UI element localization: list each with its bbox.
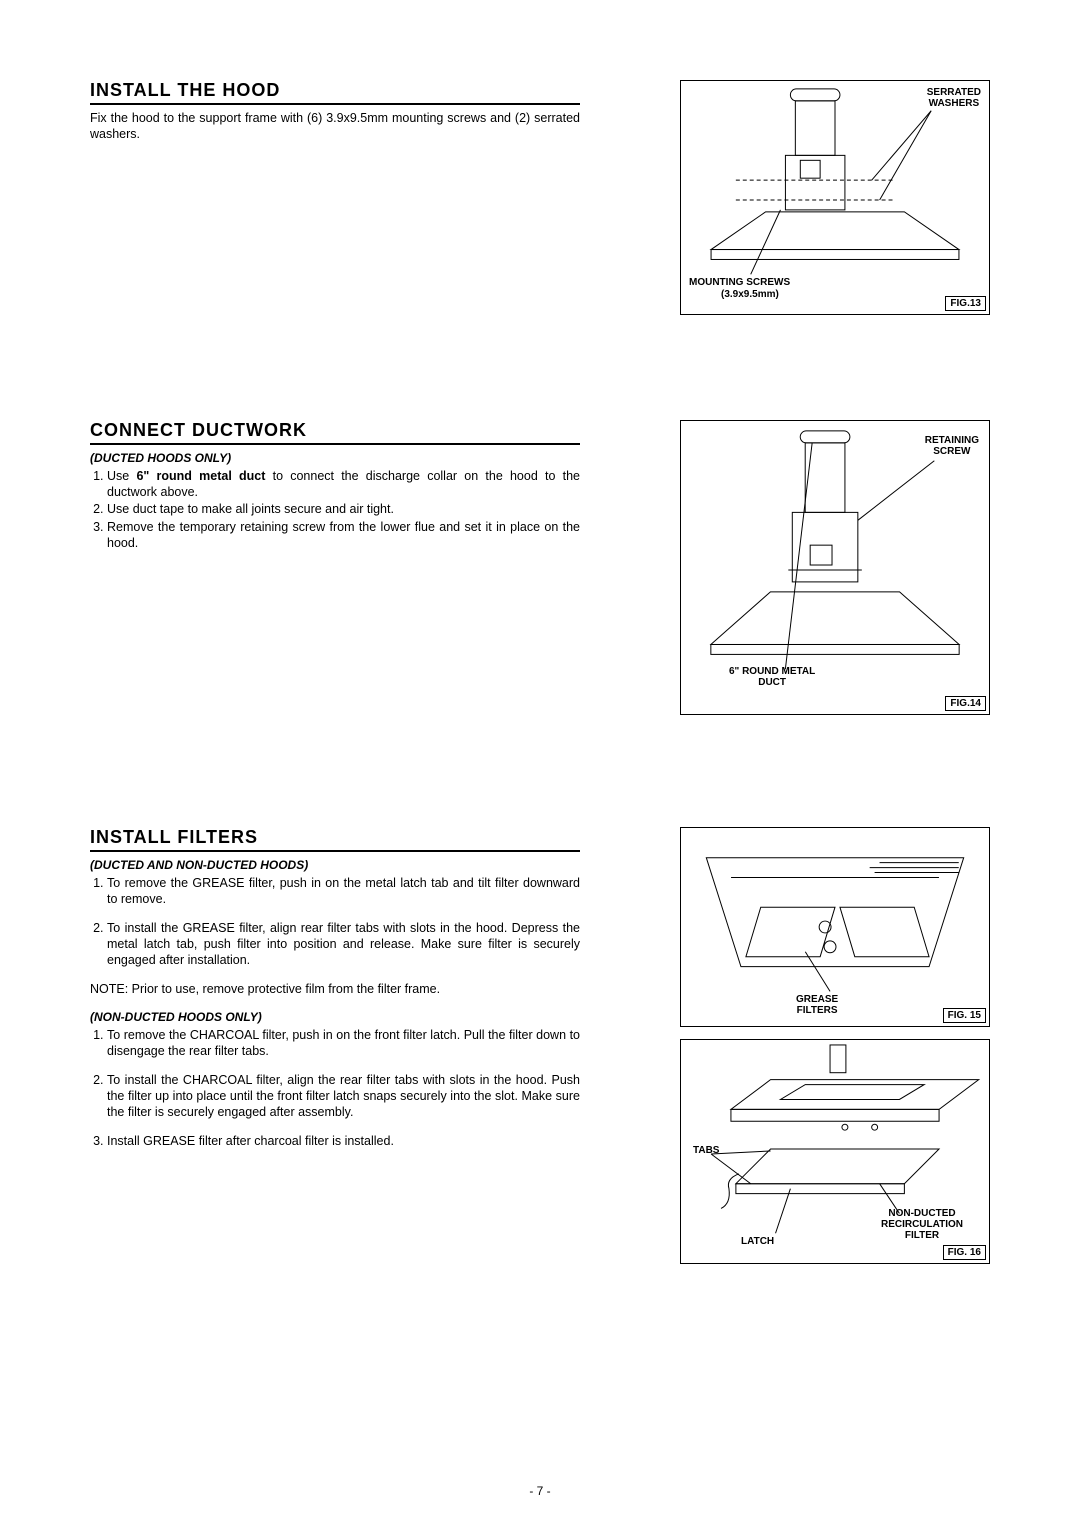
section2-text: CONNECT DUCTWORK (DUCTED HOODS ONLY) Use…	[90, 420, 580, 553]
section1-text: INSTALL THE HOOD Fix the hood to the sup…	[90, 80, 580, 142]
fig14-column: RETAININGSCREW 6" ROUND METALDUCT FIG.14	[680, 420, 990, 727]
page: INSTALL THE HOOD Fix the hood to the sup…	[0, 0, 1080, 1528]
heading-install-hood: INSTALL THE HOOD	[90, 80, 580, 105]
section3-subheadB: (NON-DUCTED HOODS ONLY)	[90, 1010, 580, 1024]
spacer-2	[90, 727, 990, 827]
section3-b-li2: To install the CHARCOAL filter, align th…	[107, 1073, 580, 1120]
fig15-box: GREASEFILTERS FIG. 15	[680, 827, 990, 1027]
fig16-box: TABS LATCH NON-DUCTEDRECIRCULATIONFILTER…	[680, 1039, 990, 1264]
fig13-label: FIG.13	[945, 296, 986, 311]
section3-a-li1: To remove the GREASE filter, push in on …	[107, 876, 580, 907]
section3-note: NOTE: Prior to use, remove protective fi…	[90, 982, 580, 996]
section3-b-li3: Install GREASE filter after charcoal fil…	[107, 1134, 580, 1150]
fig16-ann-filter: NON-DUCTEDRECIRCULATIONFILTER	[881, 1208, 963, 1241]
section-install-hood: INSTALL THE HOOD Fix the hood to the sup…	[90, 80, 990, 340]
fig13-box: SERRATEDWASHERS MOUNTING SCREWS (3.9x9.5…	[680, 80, 990, 315]
section1-body: Fix the hood to the support frame with (…	[90, 111, 580, 142]
section3-text: INSTALL FILTERS (DUCTED AND NON-DUCTED H…	[90, 827, 580, 1152]
section3-listB: To remove the CHARCOAL filter, push in o…	[90, 1028, 580, 1150]
heading-connect-ductwork: CONNECT DUCTWORK	[90, 420, 580, 445]
fig14-ann-retaining-screw: RETAININGSCREW	[925, 435, 979, 457]
section2-list: Use 6" round metal duct to connect the d…	[90, 469, 580, 551]
section2-li3: Remove the temporary retaining screw fro…	[107, 520, 580, 551]
fig14-label: FIG.14	[945, 696, 986, 711]
fig16-ann-latch: LATCH	[741, 1236, 774, 1247]
heading-install-filters: INSTALL FILTERS	[90, 827, 580, 852]
section3-listA: To remove the GREASE filter, push in on …	[90, 876, 580, 968]
fig16-ann-tabs: TABS	[693, 1145, 719, 1156]
section2-li1-bold: 6" round metal duct	[136, 469, 265, 483]
fig15-ann-grease: GREASEFILTERS	[796, 994, 838, 1016]
section3-b-li1: To remove the CHARCOAL filter, push in o…	[107, 1028, 580, 1059]
fig15-label: FIG. 15	[943, 1008, 986, 1023]
fig13-column: SERRATEDWASHERS MOUNTING SCREWS (3.9x9.5…	[680, 80, 990, 327]
spacer-1	[90, 340, 990, 420]
fig14-ann-round-duct: 6" ROUND METALDUCT	[729, 666, 815, 688]
page-number: - 7 -	[0, 1484, 1080, 1498]
fig13-ann-mounting-screws-dim: (3.9x9.5mm)	[721, 289, 779, 300]
fig14-box: RETAININGSCREW 6" ROUND METALDUCT FIG.14	[680, 420, 990, 715]
fig16-label: FIG. 16	[943, 1245, 986, 1260]
section3-figs: GREASEFILTERS FIG. 15	[680, 827, 990, 1276]
fig13-ann-mounting-screws: MOUNTING SCREWS	[689, 277, 790, 288]
section2-subhead: (DUCTED HOODS ONLY)	[90, 451, 580, 465]
section3-subheadA: (DUCTED AND NON-DUCTED HOODS)	[90, 858, 580, 872]
section2-li1-pre: Use	[107, 469, 136, 483]
section-install-filters: INSTALL FILTERS (DUCTED AND NON-DUCTED H…	[90, 827, 990, 1276]
section2-li1: Use 6" round metal duct to connect the d…	[107, 469, 580, 500]
fig13-ann-serrated-washers: SERRATEDWASHERS	[927, 87, 981, 109]
fig14-drawing	[681, 421, 989, 714]
section2-li2: Use duct tape to make all joints secure …	[107, 502, 580, 518]
section-connect-ductwork: CONNECT DUCTWORK (DUCTED HOODS ONLY) Use…	[90, 420, 990, 727]
section3-a-li2: To install the GREASE filter, align rear…	[107, 921, 580, 968]
